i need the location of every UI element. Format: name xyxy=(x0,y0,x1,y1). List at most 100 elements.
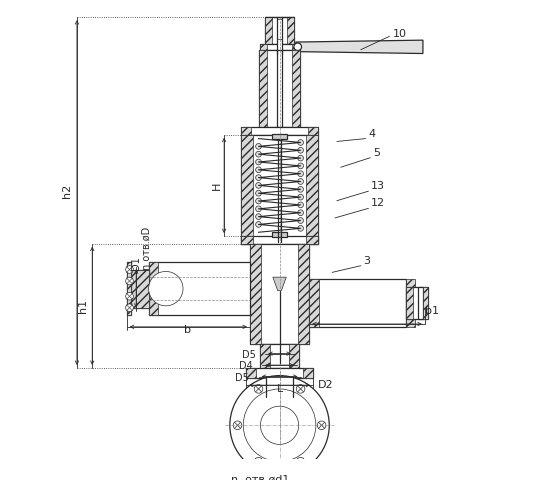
Bar xyxy=(309,279,319,327)
Circle shape xyxy=(255,159,261,165)
Bar xyxy=(260,44,267,50)
Bar xyxy=(406,287,428,319)
Circle shape xyxy=(148,271,183,306)
Circle shape xyxy=(126,277,133,285)
Circle shape xyxy=(298,179,303,184)
Circle shape xyxy=(296,384,305,393)
Circle shape xyxy=(230,376,329,475)
Circle shape xyxy=(298,226,303,231)
Bar xyxy=(292,44,299,50)
Circle shape xyxy=(298,171,303,177)
Bar xyxy=(241,127,318,135)
Bar xyxy=(308,127,318,135)
Bar xyxy=(265,17,294,44)
Circle shape xyxy=(298,140,303,145)
Bar xyxy=(265,17,272,44)
Text: L: L xyxy=(276,384,282,394)
Circle shape xyxy=(298,163,303,169)
Text: 10: 10 xyxy=(393,29,406,39)
Text: b: b xyxy=(184,324,191,335)
Circle shape xyxy=(254,384,263,393)
Text: D1: D1 xyxy=(131,256,141,270)
Bar xyxy=(272,134,287,139)
Text: 5: 5 xyxy=(373,148,380,158)
Bar xyxy=(423,287,428,319)
Text: 13: 13 xyxy=(372,181,386,191)
Bar xyxy=(287,17,294,44)
Bar xyxy=(260,50,267,127)
Bar xyxy=(241,135,318,244)
Circle shape xyxy=(126,266,133,273)
Text: D5: D5 xyxy=(235,372,249,383)
Circle shape xyxy=(255,144,261,149)
Bar xyxy=(260,50,300,127)
Circle shape xyxy=(243,389,316,462)
Bar xyxy=(246,368,255,377)
Bar xyxy=(406,287,413,319)
Text: H: H xyxy=(212,181,221,190)
Text: n отв.øD: n отв.øD xyxy=(141,227,152,270)
Bar xyxy=(246,368,313,377)
Bar xyxy=(148,262,158,315)
Bar xyxy=(241,127,251,135)
Bar xyxy=(303,368,313,377)
Circle shape xyxy=(296,457,305,466)
Text: D5: D5 xyxy=(242,349,255,360)
Text: h2: h2 xyxy=(63,184,72,198)
Circle shape xyxy=(298,194,303,200)
Circle shape xyxy=(255,167,261,173)
Bar xyxy=(260,44,299,50)
Polygon shape xyxy=(296,40,423,54)
Bar xyxy=(241,135,253,244)
Bar xyxy=(260,344,270,368)
Text: 12: 12 xyxy=(372,198,386,208)
Circle shape xyxy=(260,406,299,444)
Bar xyxy=(289,344,299,368)
Bar xyxy=(309,279,406,327)
Bar xyxy=(241,236,253,244)
Bar xyxy=(292,50,300,127)
Bar xyxy=(406,279,415,327)
Bar xyxy=(306,236,318,244)
Text: 4: 4 xyxy=(368,129,375,139)
Circle shape xyxy=(255,175,261,180)
Circle shape xyxy=(298,202,303,208)
Circle shape xyxy=(298,186,303,192)
Circle shape xyxy=(126,292,133,300)
Circle shape xyxy=(255,214,261,219)
Text: b1: b1 xyxy=(425,306,439,316)
Circle shape xyxy=(318,421,326,430)
Circle shape xyxy=(255,191,261,196)
Bar xyxy=(250,244,261,344)
Bar xyxy=(127,262,131,315)
Circle shape xyxy=(255,206,261,212)
Bar xyxy=(306,135,318,244)
Bar xyxy=(241,236,318,244)
Circle shape xyxy=(298,210,303,216)
Circle shape xyxy=(298,155,303,161)
Bar xyxy=(148,262,250,315)
Bar xyxy=(260,344,299,368)
Text: h1: h1 xyxy=(78,299,87,313)
Bar xyxy=(131,269,148,308)
Bar xyxy=(418,287,423,319)
Text: 3: 3 xyxy=(363,256,370,266)
Circle shape xyxy=(126,304,133,312)
Circle shape xyxy=(254,457,263,466)
Circle shape xyxy=(255,151,261,157)
Circle shape xyxy=(294,43,301,51)
Circle shape xyxy=(255,198,261,204)
Bar xyxy=(272,232,287,237)
Text: D2: D2 xyxy=(318,380,333,390)
Text: D4: D4 xyxy=(239,361,253,371)
Circle shape xyxy=(233,421,242,430)
Bar xyxy=(276,39,282,54)
Circle shape xyxy=(255,182,261,188)
Circle shape xyxy=(298,147,303,153)
Circle shape xyxy=(255,222,261,228)
Bar xyxy=(131,269,148,308)
Text: n  отв.ød1: n отв.ød1 xyxy=(231,475,289,480)
Bar xyxy=(250,244,309,344)
Bar xyxy=(298,244,309,344)
Circle shape xyxy=(298,217,303,223)
